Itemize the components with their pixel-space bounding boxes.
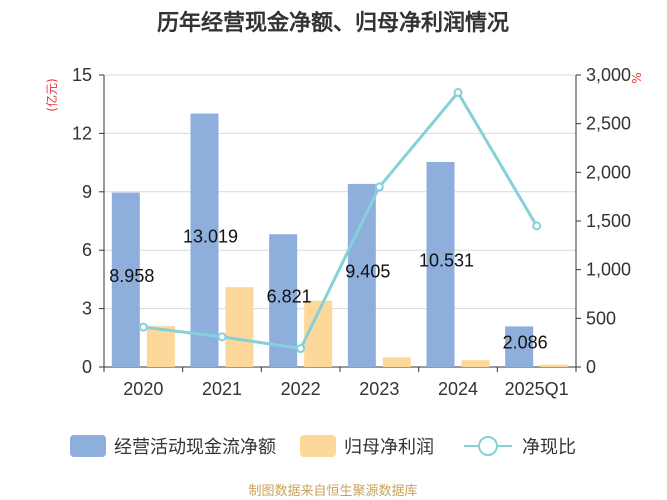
legend-item-cash-ratio-marker	[478, 436, 498, 456]
operating-cashflow-bar	[347, 183, 376, 367]
legend-item-cash-ratio-text: 净现比	[522, 437, 576, 458]
legend-item-operating-cashflow-text: 经营活动现金流净额	[114, 437, 276, 458]
net-profit-bar	[461, 360, 490, 367]
cashflow-value-label: 13.019	[183, 226, 238, 246]
data-labels: 8.958 13.019 6.821 9.405 10.531 2.086	[109, 226, 547, 352]
legend: 经营活动现金流净额 归母净利润 净现比	[70, 435, 576, 458]
right-tick-label: 1,000	[586, 260, 631, 280]
left-tick-label: 12	[72, 123, 92, 143]
operating-cashflow-bar	[426, 161, 455, 367]
operating-cashflow-bar	[190, 113, 219, 367]
net-profit-bar	[540, 364, 569, 367]
cash-ratio-line	[143, 91, 538, 351]
net-profit-bar	[146, 326, 175, 367]
x-tick-label: 2024	[438, 379, 478, 399]
x-tick-label: 2023	[359, 379, 399, 399]
x-tick-label: 2021	[202, 379, 242, 399]
axes: 0 3 6 9 12 15 0 500 1,000 1,500 2,000 2,500 3,000 202…	[72, 65, 631, 399]
right-tick-label: 2,500	[586, 114, 631, 134]
cash-ratio-point	[532, 221, 542, 231]
cashflow-value-label: 6.821	[267, 287, 312, 307]
left-axis-unit: (亿元)	[44, 78, 59, 111]
left-tick-label: 15	[72, 65, 92, 85]
cash-ratio-point	[374, 182, 384, 192]
cash-ratio-point	[217, 332, 227, 342]
left-tick-label: 9	[82, 182, 92, 202]
right-tick-label: 3,000	[586, 65, 631, 85]
cash-ratio-point	[453, 88, 463, 98]
left-tick-label: 0	[82, 357, 92, 377]
legend-item-net-profit-swatch	[300, 435, 336, 457]
ratio-line	[138, 88, 542, 354]
right-tick-label: 1,500	[586, 211, 631, 231]
cashflow-value-label: 10.531	[419, 250, 474, 270]
bars	[111, 113, 569, 367]
cashflow-value-label: 9.405	[345, 261, 390, 281]
legend-item-net-profit-text: 归母净利润	[344, 437, 434, 458]
cashflow-value-label: 2.086	[503, 333, 548, 353]
cash-ratio-point	[296, 344, 306, 354]
right-tick-label: 0	[586, 357, 596, 377]
cash-ratio-point	[138, 322, 148, 332]
gridlines	[104, 74, 576, 310]
source-note: 制图数据来自恒生聚源数据库	[248, 483, 417, 499]
net-profit-bar	[382, 357, 411, 367]
right-axis-unit: %	[630, 72, 644, 83]
right-tick-label: 500	[586, 308, 616, 328]
x-tick-label: 2025Q1	[505, 379, 569, 399]
chart-title: 历年经营现金净额、归母净利润情况	[157, 10, 509, 36]
x-tick-label: 2020	[123, 379, 163, 399]
operating-cashflow-bar	[505, 326, 534, 367]
left-tick-label: 6	[82, 240, 92, 260]
legend-item-operating-cashflow-swatch	[70, 435, 106, 457]
x-tick-label: 2022	[281, 379, 321, 399]
left-tick-label: 3	[82, 299, 92, 319]
net-profit-bar	[225, 287, 254, 367]
right-tick-label: 2,000	[586, 162, 631, 182]
cashflow-value-label: 8.958	[109, 266, 154, 286]
operating-cashflow-bar	[111, 192, 140, 367]
